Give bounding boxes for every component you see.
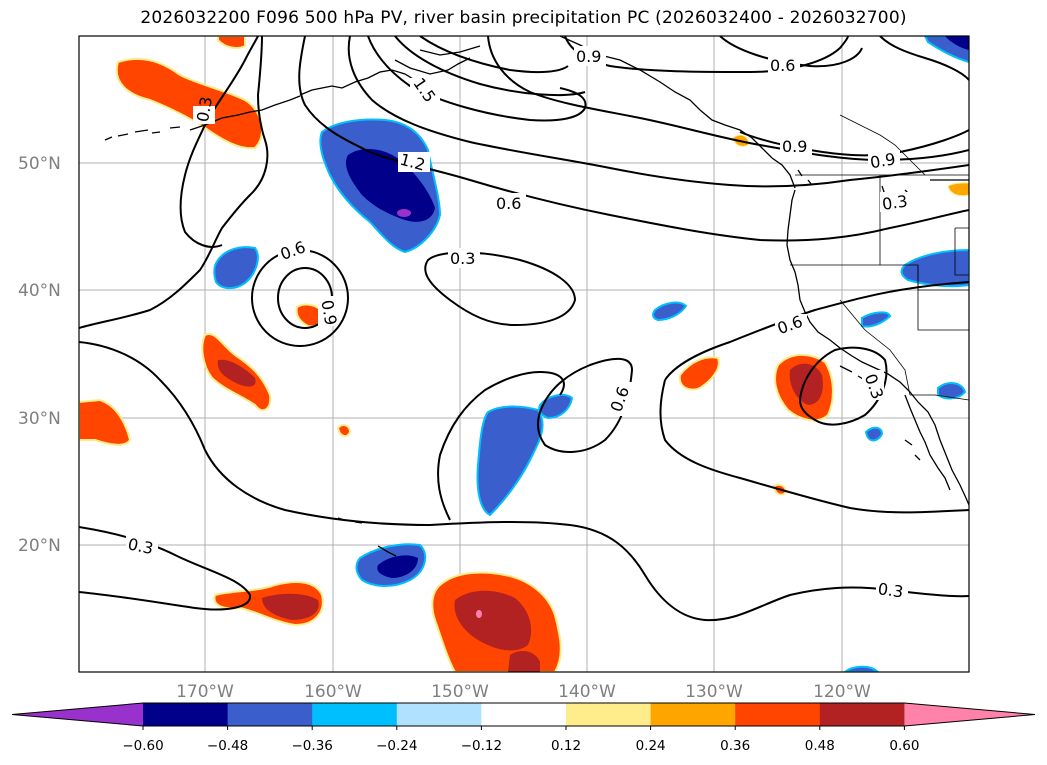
contour-label: 0.9 — [780, 136, 812, 156]
svg-text:0.3: 0.3 — [881, 191, 909, 213]
contour-label: 0.3 — [126, 534, 158, 558]
contour-label: 1.5 — [409, 74, 440, 106]
colorbar-segments — [11, 702, 1036, 727]
contour-label: 1.2 — [398, 150, 430, 175]
colorbar-segment — [396, 703, 482, 726]
pv-contour-labels: 0.3 0.6 0.9 1.2 1.5 0.6 0.3 0.6 0.9 0.6 … — [126, 46, 912, 601]
contour-label: 0.6 — [775, 312, 807, 338]
colorbar-extend-low — [12, 703, 143, 726]
map-title: 2026032200 F096 500 hPa PV, river basin … — [140, 8, 907, 28]
contour-label: 0.3 — [861, 370, 887, 402]
lat-label: 50°N — [18, 154, 61, 174]
svg-text:0.3: 0.3 — [193, 95, 216, 123]
borders — [790, 114, 969, 401]
longitude-labels: 170°W 160°W 150°W 140°W 130°W 120°W — [176, 682, 871, 702]
contour-label: 0.6 — [278, 237, 310, 264]
precip-positive-anomalies — [79, 36, 969, 672]
lon-label: 120°W — [813, 682, 871, 702]
colorbar-tick-label: −0.60 — [122, 738, 163, 754]
colorbar-extend-high — [904, 703, 1035, 726]
contour-label: 0.9 — [868, 149, 900, 172]
colorbar-tick-label: 0.36 — [720, 738, 750, 754]
lon-label: 170°W — [176, 682, 234, 702]
lat-label: 40°N — [18, 281, 61, 301]
colorbar-segment — [566, 703, 652, 726]
colorbar-segment — [227, 703, 313, 726]
svg-text:0.3: 0.3 — [877, 579, 905, 601]
colorbar-tick-label: −0.12 — [461, 738, 502, 754]
lat-label: 20°N — [18, 536, 61, 556]
lon-label: 150°W — [431, 682, 489, 702]
colorbar-tick-label: 0.12 — [551, 738, 581, 754]
colorbar: −0.60 −0.48 −0.36 −0.24 −0.12 0.12 0.24 0.36 0.4… — [11, 702, 1036, 754]
latitude-labels: 50°N 40°N 30°N 20°N — [18, 154, 61, 556]
contour-label: 0.6 — [606, 382, 634, 416]
colorbar-segment — [819, 703, 905, 726]
colorbar-segment — [312, 703, 398, 726]
colorbar-tick-label: 0.24 — [636, 738, 666, 754]
svg-text:0.9: 0.9 — [576, 47, 601, 66]
colorbar-tick-label: −0.36 — [292, 738, 333, 754]
svg-text:0.3: 0.3 — [126, 534, 155, 558]
colorbar-tick-label: 0.48 — [805, 738, 835, 754]
svg-text:0.9: 0.9 — [317, 298, 340, 326]
lon-label: 130°W — [685, 682, 743, 702]
colorbar-tick-label: −0.48 — [207, 738, 248, 754]
contour-label: 0.3 — [880, 191, 912, 214]
contour-label: 0.6 — [494, 193, 526, 213]
contour-label: 0.3 — [448, 248, 480, 268]
svg-text:0.6: 0.6 — [496, 194, 521, 213]
lon-label: 140°W — [558, 682, 616, 702]
svg-text:0.6: 0.6 — [770, 56, 795, 75]
contour-label: 0.3 — [193, 95, 216, 124]
svg-text:0.9: 0.9 — [869, 149, 897, 172]
contour-label: 0.9 — [574, 46, 606, 66]
colorbar-tick-labels: −0.60 −0.48 −0.36 −0.24 −0.12 0.12 0.24 0.36 0.4… — [122, 726, 919, 754]
contour-label: 0.6 — [768, 55, 800, 75]
colorbar-tick-label: −0.24 — [376, 738, 417, 754]
colorbar-segment — [143, 703, 229, 726]
colorbar-tick-label: 0.60 — [889, 738, 919, 754]
map-frame — [78, 35, 970, 673]
lon-label: 160°W — [304, 682, 362, 702]
colorbar-segment — [735, 703, 821, 726]
svg-text:0.3: 0.3 — [450, 249, 475, 268]
lat-label: 30°N — [18, 409, 61, 429]
colorbar-segment — [650, 703, 736, 726]
contour-label: 0.9 — [317, 296, 341, 327]
colorbar-segment — [481, 703, 567, 726]
svg-text:0.9: 0.9 — [782, 137, 807, 156]
contour-label: 0.3 — [876, 579, 908, 601]
